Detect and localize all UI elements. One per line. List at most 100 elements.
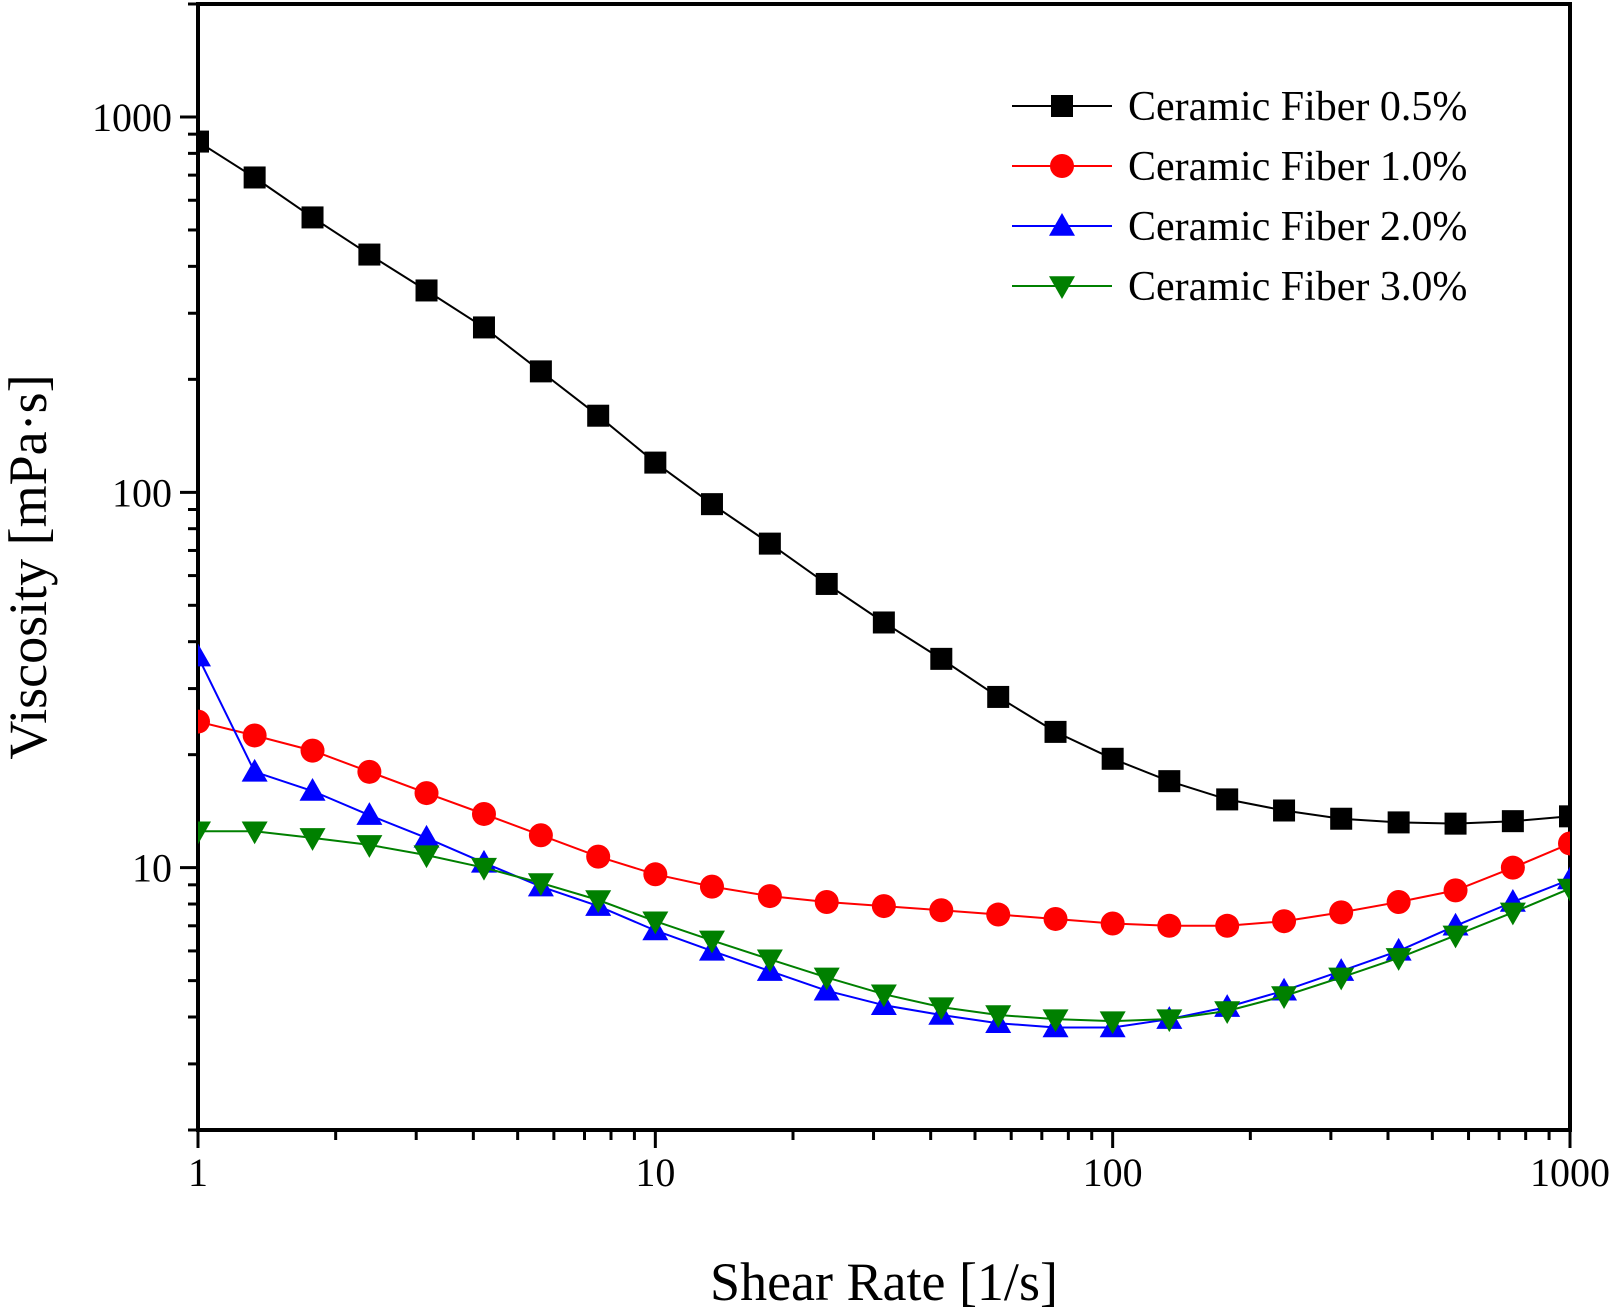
data-point [987,685,1010,708]
data-point [241,758,268,782]
data-point [471,801,496,826]
series-2 [198,709,1570,938]
y-tick-label: 10 [132,846,172,891]
data-point [1215,913,1240,938]
data-point [699,874,724,899]
data-point [1043,906,1068,931]
legend-entry: Ceramic Fiber 1.0% [1012,144,1467,190]
data-point [198,643,211,667]
y-tick-label: 1000 [92,95,172,140]
data-point [299,828,326,851]
data-point [415,279,438,302]
data-point [1442,925,1469,949]
data-point [1559,805,1570,828]
data-point [300,738,325,763]
legend-entry: Ceramic Fiber 3.0% [1012,264,1467,310]
data-point [299,778,326,801]
data-point [758,532,781,555]
data-point [1387,811,1410,834]
data-point [642,911,669,935]
y-axis-title: Viscosity [mPa·s] [0,374,58,759]
data-point [1214,1001,1241,1025]
data-point [527,873,554,897]
data-point [585,890,612,914]
x-tick-label: 1 [188,1150,208,1195]
data-point [472,316,495,339]
data-point [930,647,953,670]
data-point [301,206,324,229]
data-point [986,902,1011,927]
data-point [414,781,439,806]
data-point [1044,720,1067,743]
x-tick-label: 100 [1083,1150,1143,1195]
data-point [241,821,268,845]
data-point [356,802,383,825]
data-point [643,862,668,887]
data-point [358,243,381,266]
data-point [1386,890,1411,915]
legend-label: Ceramic Fiber 2.0% [1128,204,1467,250]
data-point [1501,810,1524,833]
data-point [1558,831,1570,856]
data-point [587,404,610,427]
data-point [356,835,383,858]
data-point [872,611,895,634]
data-point [1271,986,1298,1010]
legend-entry: Ceramic Fiber 2.0% [1012,204,1467,250]
data-point [198,130,209,153]
legend: Ceramic Fiber 0.5% Ceramic Fiber 1.0% Cera… [1012,84,1467,310]
data-point [985,1005,1012,1028]
series-3 [198,643,1570,1038]
data-point [243,166,266,189]
data-point [814,890,839,915]
data-point [871,894,896,919]
data-point [1099,1011,1126,1035]
series-1 [198,130,1570,835]
y-tick-label: 100 [112,470,172,515]
series-line [198,720,1570,927]
data-point [1101,747,1124,770]
legend-entry: Ceramic Fiber 0.5% [1012,84,1467,130]
legend-label: Ceramic Fiber 3.0% [1128,264,1467,310]
data-point [929,898,954,923]
data-point [1557,878,1570,902]
data-point [1042,1009,1069,1033]
data-point [357,759,382,784]
data-point [1272,909,1297,934]
legend-label: Ceramic Fiber 1.0% [1128,144,1467,190]
x-tick-label: 1000 [1530,1150,1610,1195]
data-point [1157,913,1182,938]
data-point [815,572,838,595]
data-point [1329,900,1354,925]
data-point [644,451,667,474]
data-point [1330,807,1353,830]
legend-marker [1051,95,1073,117]
data-point [198,821,211,845]
data-point [1158,770,1181,793]
data-point [470,857,497,881]
data-point [1385,948,1412,971]
data-point [1216,788,1239,811]
data-point [928,997,955,1021]
data-point [586,844,611,869]
legend-marker [1050,154,1074,178]
data-point [813,967,840,991]
axis-ticks: 1 10 100 1000 10 100 1000 [92,2,1610,1195]
data-point [756,949,783,973]
data-point [198,709,210,734]
legend-marker [1049,213,1075,236]
data-point [1443,878,1468,903]
data-point [700,493,723,516]
legend-label: Ceramic Fiber 0.5% [1128,84,1467,130]
data-point [1499,902,1526,926]
data-point [413,824,440,848]
data-point [1100,911,1125,936]
data-point [698,930,725,954]
data-point [242,723,267,748]
data-point [1156,1009,1183,1033]
series-line [198,656,1570,1029]
data-point [1273,799,1296,822]
x-axis-title: Shear Rate [1/s] [710,1252,1058,1312]
data-point [529,360,552,383]
